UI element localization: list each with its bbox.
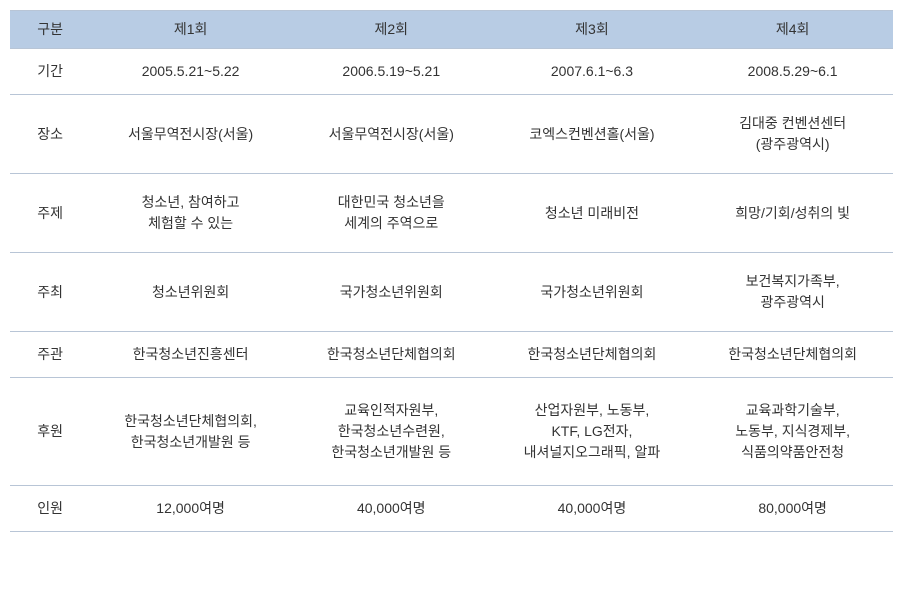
cell: 희망/기회/성취의 빛 (692, 174, 893, 253)
header-col-3: 제3회 (492, 11, 693, 49)
cell: 코엑스컨벤션홀(서울) (492, 95, 693, 174)
row-label: 장소 (10, 95, 90, 174)
cell: 교육인적자원부,한국청소년수련원,한국청소년개발원 등 (291, 378, 492, 486)
table-row: 기간 2005.5.21~5.22 2006.5.19~5.21 2007.6.… (10, 49, 893, 95)
cell: 산업자원부, 노동부,KTF, LG전자,내셔널지오그래픽, 알파 (492, 378, 693, 486)
cell: 40,000여명 (492, 486, 693, 532)
table-row: 후원 한국청소년단체협의회,한국청소년개발원 등 교육인적자원부,한국청소년수련… (10, 378, 893, 486)
row-label: 주최 (10, 253, 90, 332)
cell: 서울무역전시장(서울) (291, 95, 492, 174)
cell: 청소년 미래비전 (492, 174, 693, 253)
cell: 40,000여명 (291, 486, 492, 532)
cell: 서울무역전시장(서울) (90, 95, 291, 174)
row-label: 후원 (10, 378, 90, 486)
header-col-1: 제1회 (90, 11, 291, 49)
row-label: 인원 (10, 486, 90, 532)
cell: 한국청소년단체협의회 (692, 332, 893, 378)
table-row: 인원 12,000여명 40,000여명 40,000여명 80,000여명 (10, 486, 893, 532)
cell: 보건복지가족부,광주광역시 (692, 253, 893, 332)
row-label: 주제 (10, 174, 90, 253)
cell: 한국청소년단체협의회 (291, 332, 492, 378)
cell: 청소년위원회 (90, 253, 291, 332)
cell: 80,000여명 (692, 486, 893, 532)
table-header-row: 구분 제1회 제2회 제3회 제4회 (10, 11, 893, 49)
cell: 2005.5.21~5.22 (90, 49, 291, 95)
table-row: 장소 서울무역전시장(서울) 서울무역전시장(서울) 코엑스컨벤션홀(서울) 김… (10, 95, 893, 174)
table-row: 주관 한국청소년진흥센터 한국청소년단체협의회 한국청소년단체협의회 한국청소년… (10, 332, 893, 378)
cell: 교육과학기술부,노동부, 지식경제부,식품의약품안전청 (692, 378, 893, 486)
cell: 한국청소년단체협의회 (492, 332, 693, 378)
table-row: 주최 청소년위원회 국가청소년위원회 국가청소년위원회 보건복지가족부,광주광역… (10, 253, 893, 332)
cell: 2007.6.1~6.3 (492, 49, 693, 95)
table-body: 기간 2005.5.21~5.22 2006.5.19~5.21 2007.6.… (10, 49, 893, 532)
cell: 김대중 컨벤션센터(광주광역시) (692, 95, 893, 174)
cell: 대한민국 청소년을세계의 주역으로 (291, 174, 492, 253)
header-col-2: 제2회 (291, 11, 492, 49)
cell: 한국청소년진흥센터 (90, 332, 291, 378)
table-row: 주제 청소년, 참여하고체험할 수 있는 대한민국 청소년을세계의 주역으로 청… (10, 174, 893, 253)
row-label: 기간 (10, 49, 90, 95)
cell: 12,000여명 (90, 486, 291, 532)
header-col-4: 제4회 (692, 11, 893, 49)
cell: 2006.5.19~5.21 (291, 49, 492, 95)
header-category: 구분 (10, 11, 90, 49)
event-summary-table: 구분 제1회 제2회 제3회 제4회 기간 2005.5.21~5.22 200… (10, 10, 893, 532)
cell: 청소년, 참여하고체험할 수 있는 (90, 174, 291, 253)
cell: 국가청소년위원회 (492, 253, 693, 332)
cell: 국가청소년위원회 (291, 253, 492, 332)
cell: 2008.5.29~6.1 (692, 49, 893, 95)
row-label: 주관 (10, 332, 90, 378)
cell: 한국청소년단체협의회,한국청소년개발원 등 (90, 378, 291, 486)
